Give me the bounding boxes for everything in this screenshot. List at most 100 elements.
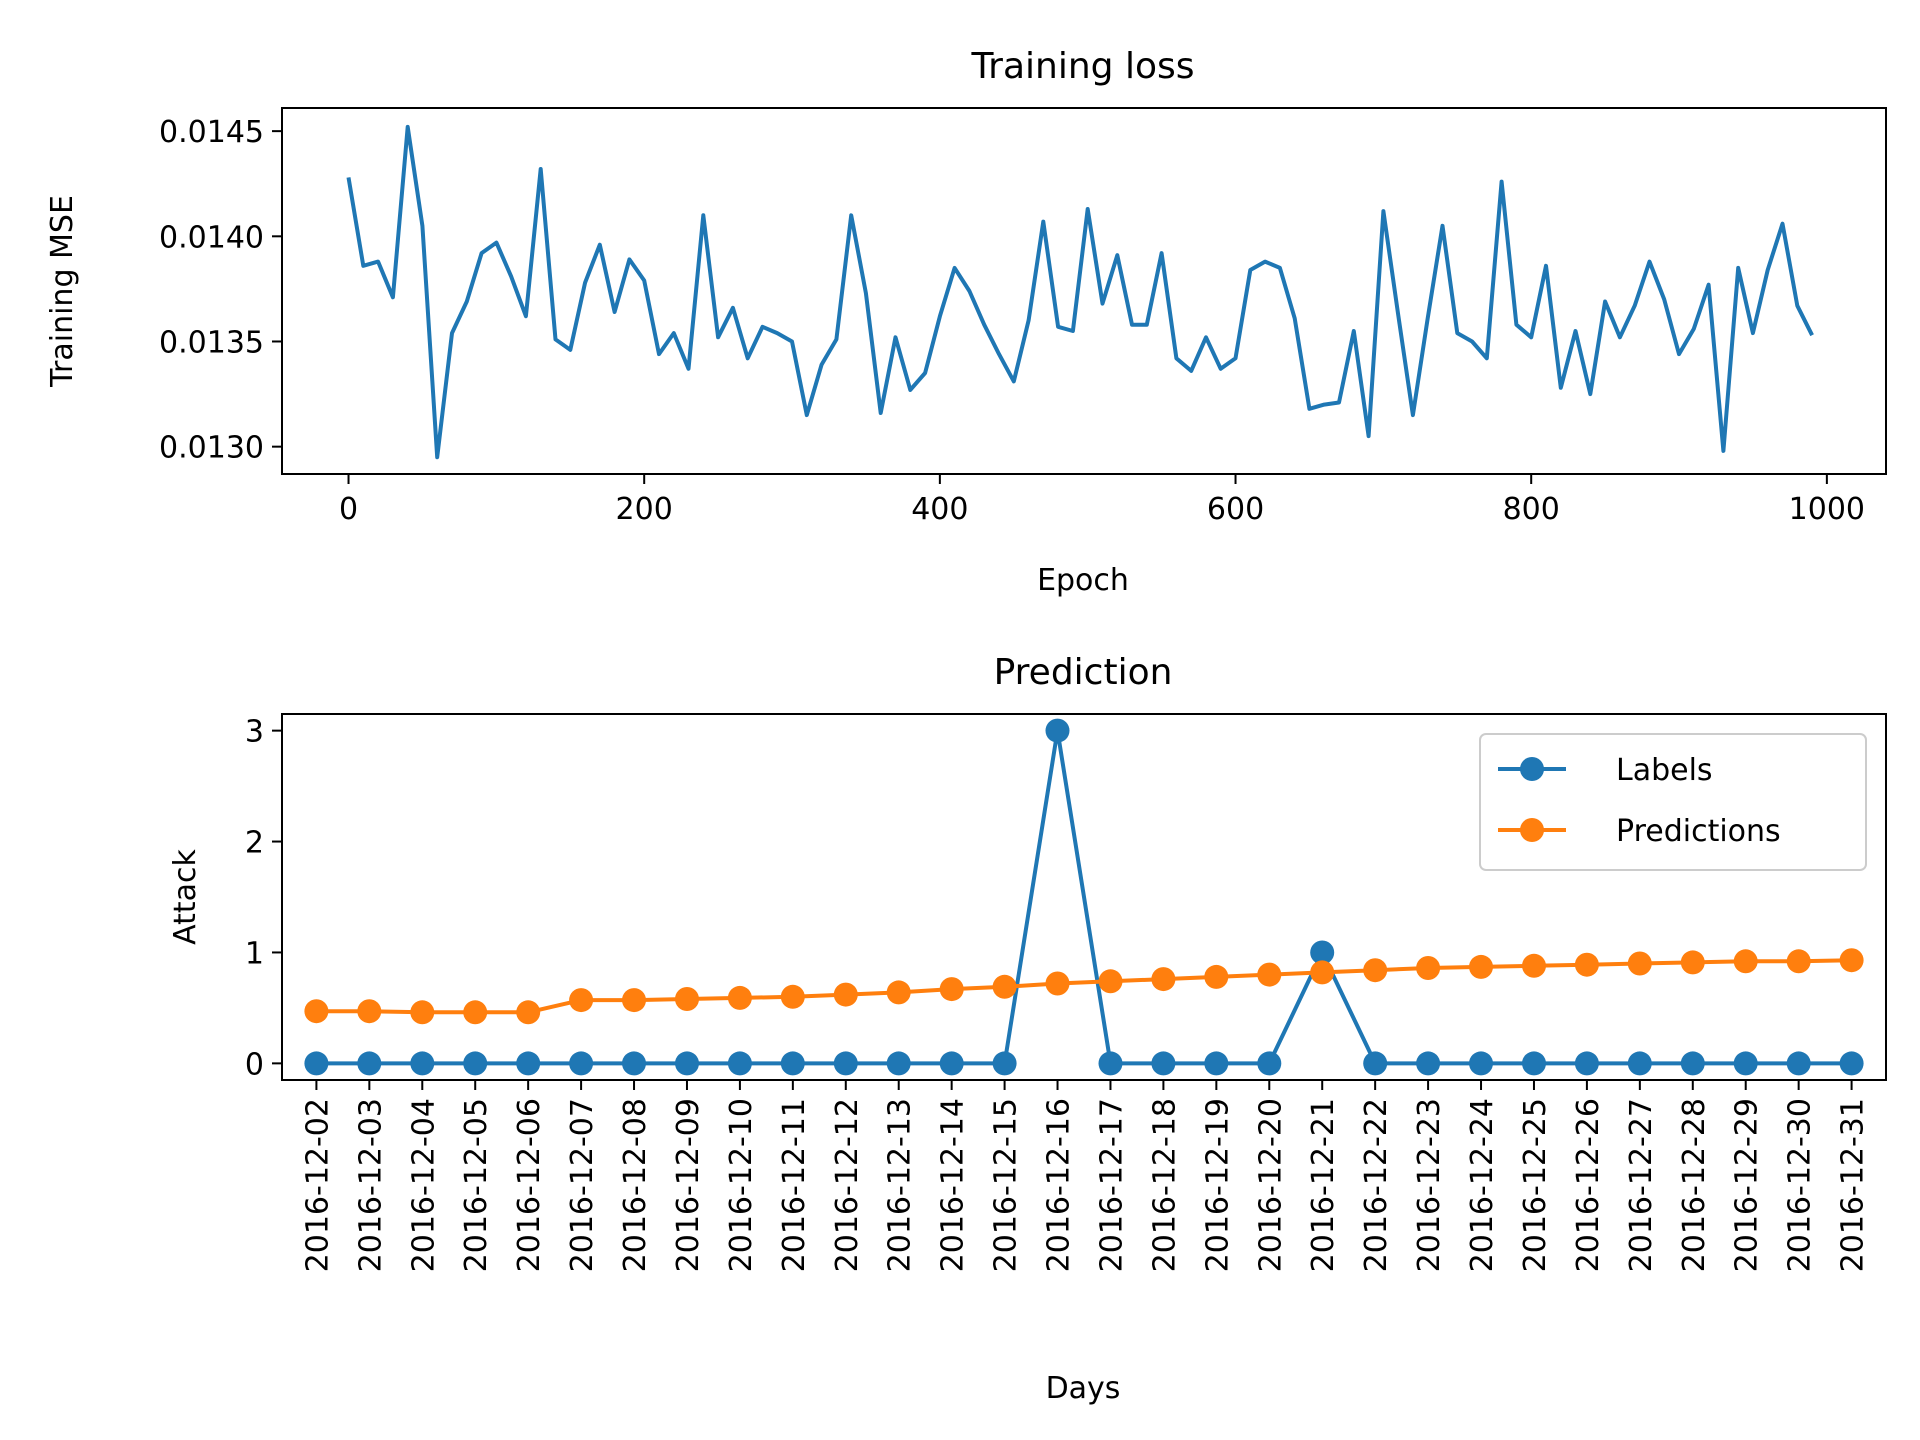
x-tick-label: 2016-12-15 — [989, 1098, 1024, 1272]
x-tick-label: 2016-12-26 — [1571, 1098, 1606, 1272]
plot-frame — [281, 713, 1887, 1081]
point-predictions — [833, 982, 858, 1007]
x-tick-label: 200 — [616, 492, 673, 527]
x-tick-label: 2016-12-22 — [1359, 1098, 1394, 1272]
x-tick-label: 2016-12-24 — [1465, 1098, 1500, 1272]
x-tick-label: 400 — [911, 492, 968, 527]
point-predictions — [992, 974, 1017, 999]
point-predictions — [1839, 948, 1864, 973]
x-axis-label: Epoch — [1037, 563, 1129, 598]
point-predictions — [1627, 951, 1652, 976]
x-tick-label: 2016-12-12 — [830, 1098, 865, 1272]
y-tick-label: 3 — [245, 715, 264, 750]
point-labels — [1416, 1051, 1441, 1076]
x-tick-label: 2016-12-30 — [1783, 1098, 1818, 1272]
series-group — [346, 124, 1814, 460]
x-tick-label: 2016-12-04 — [406, 1098, 441, 1272]
x-tick-label: 2016-12-14 — [936, 1098, 971, 1272]
point-labels — [1786, 1051, 1811, 1076]
point-predictions — [357, 999, 382, 1024]
point-predictions — [463, 1000, 488, 1025]
point-predictions — [1098, 969, 1123, 994]
point-labels — [1310, 940, 1335, 965]
point-predictions — [1204, 964, 1229, 989]
point-labels — [992, 1051, 1017, 1076]
x-tick-label: 1000 — [1789, 492, 1865, 527]
legend-label-labels: Labels — [1616, 753, 1713, 788]
point-predictions — [569, 988, 594, 1013]
x-tick-label: 2016-12-11 — [777, 1098, 812, 1272]
point-predictions — [1045, 971, 1070, 996]
point-predictions — [1363, 958, 1388, 983]
point-labels — [1574, 1051, 1599, 1076]
y-tick-label: 0.0145 — [159, 115, 264, 150]
point-labels — [1522, 1051, 1546, 1076]
y-tick-label: 1 — [245, 936, 264, 971]
point-predictions — [1151, 967, 1176, 992]
point-labels — [780, 1051, 805, 1076]
point-predictions — [939, 977, 964, 1002]
x-axis-label: Days — [1046, 1371, 1121, 1406]
x-ticks: 2016-12-02 2016-12-03 2016-12-04 2016-12-05… — [300, 1080, 1871, 1272]
y-ticks: 0 1 2 3 — [245, 715, 282, 1082]
x-tick-label: 2016-12-02 — [300, 1098, 335, 1272]
point-labels — [1045, 718, 1070, 743]
legend-marker-labels — [1520, 757, 1544, 781]
point-labels — [516, 1051, 541, 1076]
x-tick-label: 2016-12-18 — [1147, 1098, 1182, 1272]
x-tick-label: 2016-12-21 — [1306, 1098, 1341, 1272]
x-tick-label: 2016-12-03 — [353, 1098, 388, 1272]
point-labels — [304, 1051, 329, 1076]
point-predictions — [1469, 954, 1493, 979]
x-tick-label: 2016-12-25 — [1518, 1098, 1553, 1272]
y-tick-label: 0 — [245, 1047, 264, 1082]
x-ticks: 0 200 400 600 800 1000 — [339, 474, 1865, 527]
x-tick-label: 2016-12-29 — [1730, 1098, 1765, 1272]
prediction-chart: Prediction 2016-12-02 2016-12-03 2016-12-0… — [168, 652, 1887, 1406]
chart-title: Training loss — [970, 46, 1194, 87]
training-loss-line — [346, 124, 1814, 460]
plot-frame — [281, 107, 1887, 475]
x-tick-label: 2016-12-09 — [671, 1098, 706, 1272]
y-tick-label: 0.0140 — [159, 220, 264, 255]
point-predictions — [1733, 949, 1758, 974]
point-labels — [1627, 1051, 1652, 1076]
chart-title: Prediction — [994, 652, 1173, 693]
point-predictions — [727, 985, 752, 1010]
series-group — [304, 718, 1864, 1076]
point-labels — [1680, 1051, 1705, 1076]
x-tick-label: 2016-12-10 — [724, 1098, 759, 1272]
point-predictions — [1522, 953, 1546, 978]
x-tick-label: 2016-12-16 — [1042, 1098, 1077, 1272]
point-predictions — [1680, 950, 1705, 975]
point-predictions — [1416, 956, 1441, 980]
x-tick-label: 2016-12-31 — [1836, 1098, 1871, 1272]
point-predictions — [1574, 952, 1599, 977]
point-predictions — [410, 1000, 435, 1025]
x-tick-label: 2016-12-28 — [1677, 1098, 1712, 1272]
y-tick-label: 2 — [245, 826, 264, 861]
y-axis-label: Training MSE — [45, 195, 80, 388]
point-labels — [939, 1051, 964, 1076]
point-labels — [886, 1051, 911, 1076]
point-labels — [727, 1051, 752, 1076]
legend-marker-predictions — [1520, 818, 1544, 842]
point-predictions — [1786, 949, 1811, 974]
point-predictions — [516, 1000, 541, 1025]
point-labels — [410, 1051, 435, 1076]
point-predictions — [304, 999, 329, 1024]
legend: Labels Predictions — [1479, 733, 1867, 871]
x-tick-label: 600 — [1207, 492, 1264, 527]
x-tick-label: 2016-12-27 — [1624, 1098, 1659, 1272]
x-tick-label: 2016-12-19 — [1200, 1098, 1235, 1272]
point-labels — [622, 1051, 646, 1076]
x-tick-label: 2016-12-20 — [1253, 1098, 1288, 1272]
point-labels — [675, 1051, 699, 1076]
y-tick-label: 0.0130 — [159, 431, 264, 466]
x-tick-label: 2016-12-13 — [883, 1098, 918, 1272]
x-tick-label: 2016-12-07 — [565, 1098, 600, 1272]
y-ticks: 0.0130 0.0135 0.0140 0.0145 — [159, 115, 282, 466]
point-labels — [1204, 1051, 1229, 1076]
legend-box — [1479, 733, 1867, 871]
